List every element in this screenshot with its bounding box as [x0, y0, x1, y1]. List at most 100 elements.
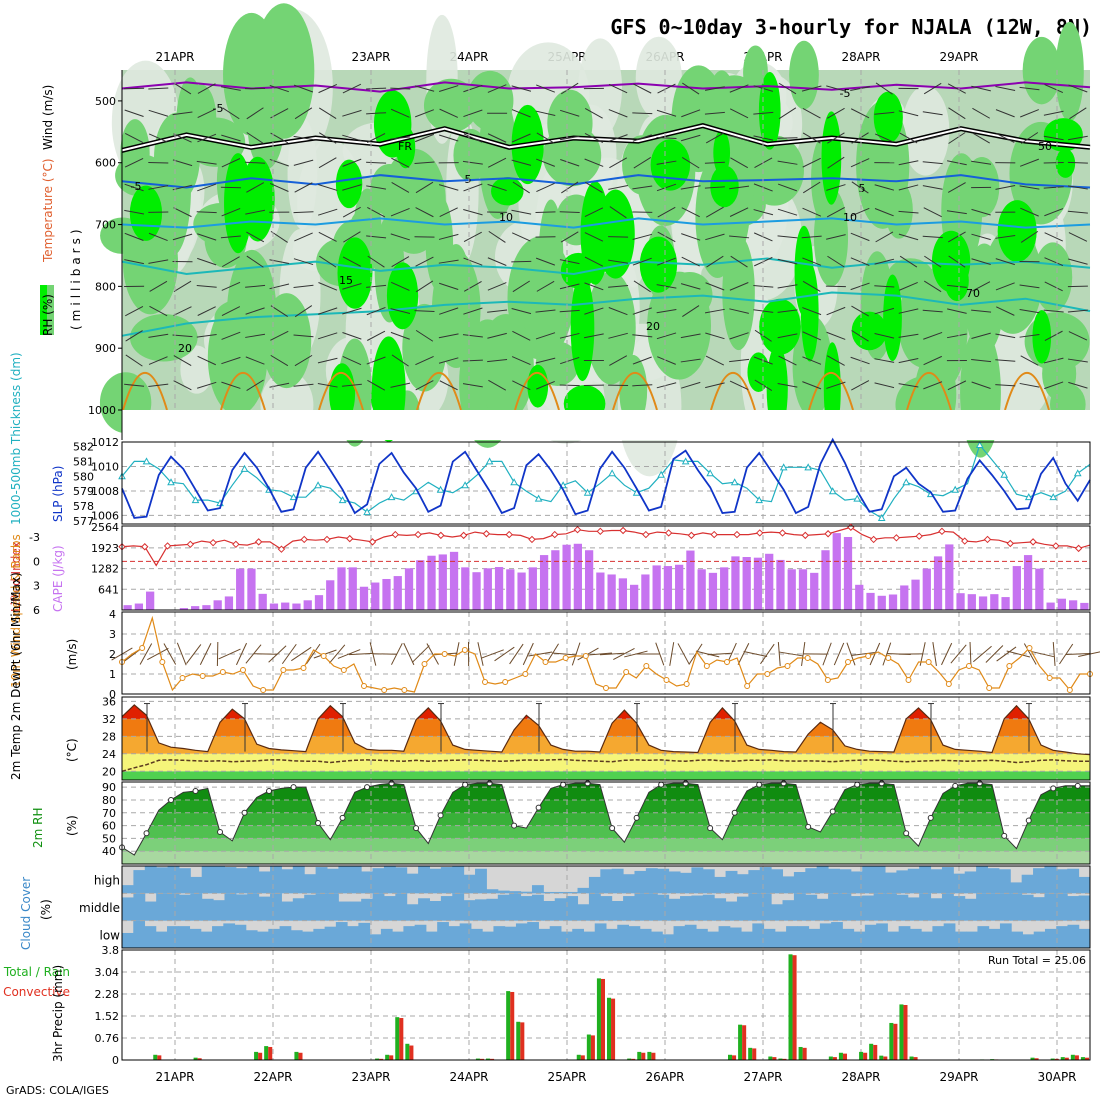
wind-barb	[995, 333, 1016, 339]
cloud-cell-high	[361, 871, 374, 894]
cloud-cell-low	[752, 923, 765, 948]
thickness-point	[608, 469, 616, 477]
wind-barb	[535, 357, 556, 364]
wind-barb	[462, 160, 483, 165]
wind-barb	[729, 332, 749, 340]
li-point	[232, 540, 240, 549]
wind-barb	[850, 257, 870, 266]
cloud-cell-high	[235, 868, 248, 894]
wind-speed-point	[986, 685, 993, 691]
cloud-cell-middle	[657, 894, 670, 921]
cape-bar	[438, 554, 447, 610]
li-point	[892, 534, 901, 542]
wind-barb	[833, 642, 845, 666]
wind-barb	[1066, 652, 1091, 656]
warm-contour	[612, 372, 658, 411]
wind-barb	[318, 282, 338, 291]
warm-contour	[514, 372, 560, 411]
isotherm-line	[121, 81, 1091, 93]
precip-conv-bar	[157, 1055, 162, 1060]
cloud-cell-low	[380, 928, 393, 948]
cloud-cell-high	[771, 869, 784, 894]
contour-label: 10	[499, 211, 513, 224]
wind-barb	[583, 333, 604, 339]
cloud-cell-low	[223, 923, 236, 948]
wind-barb	[932, 642, 937, 666]
wind-barb	[536, 280, 555, 292]
wind-barb	[342, 184, 362, 191]
wind-barb	[632, 257, 652, 266]
wind-barb	[729, 135, 749, 141]
wind-barb	[850, 652, 875, 656]
wind-barb	[923, 331, 943, 340]
wind-barb	[342, 283, 362, 290]
wind-barb	[971, 208, 991, 216]
cape-bar	[708, 572, 718, 610]
wind-speed-point	[966, 663, 972, 669]
wind-barb	[995, 258, 1015, 266]
cloud-cell-high	[566, 891, 579, 894]
rh-moist-patch	[508, 286, 566, 331]
wind-barb	[632, 334, 653, 338]
wind-barb	[342, 355, 362, 366]
temp-label: Temperature (°C)	[41, 158, 55, 263]
wind-barb	[680, 185, 701, 190]
thickness-label: 1000-500mb Thickness (dm)	[9, 352, 23, 525]
cloud-cell-high	[418, 866, 430, 894]
precip-run-total: Run Total = 25.06	[988, 954, 1086, 967]
wind-barb	[584, 133, 604, 143]
cloud-cell-high	[759, 867, 772, 894]
wind-barb	[415, 380, 434, 391]
cloud-cell-low	[200, 931, 213, 948]
cloud-cell-middle	[270, 893, 282, 921]
wind-speed-point	[865, 653, 872, 659]
temp2m-ylabel: 2m Temp 2m DewPt (6hr Min/Max) (°C)	[9, 572, 79, 780]
wind-barb	[172, 159, 193, 167]
cloud-cell-middle	[463, 900, 476, 921]
wind-barb	[1044, 232, 1063, 242]
cape-bar	[551, 550, 560, 610]
isotherm-line	[121, 257, 1091, 276]
wind-speed-point	[945, 681, 952, 687]
thickness-point	[779, 463, 788, 471]
cloud-cell-middle	[736, 896, 749, 921]
cloud-cell-low	[504, 926, 517, 948]
wind-barb	[826, 355, 845, 366]
thickness-point	[853, 494, 862, 502]
rh-point	[315, 820, 322, 826]
wind-barb	[874, 208, 894, 217]
cape-bar	[427, 555, 436, 610]
cloud-cell-low	[268, 928, 281, 948]
wind-speed-point	[824, 677, 831, 683]
precip-conv-bar	[409, 1045, 414, 1060]
rh-point	[609, 825, 616, 832]
wind-barb	[221, 256, 240, 268]
wind-barb	[124, 183, 144, 192]
rh-moist-patch	[261, 293, 312, 389]
wind-barb	[439, 207, 458, 218]
cloud-cell-high	[326, 868, 339, 894]
cape-bar	[494, 567, 504, 610]
li-ytick: -3	[29, 531, 40, 544]
wind-barb	[632, 185, 653, 190]
cape-bar	[314, 595, 324, 610]
wind-barb	[922, 235, 943, 239]
temp2m-ytick: 36	[102, 695, 116, 708]
wind-barb	[148, 133, 168, 143]
wind-barb	[609, 206, 627, 219]
wind-speed-point	[522, 671, 529, 677]
wind-barb	[463, 280, 482, 292]
cloud-cell-low	[819, 923, 832, 948]
precip-total-bar	[627, 1058, 632, 1060]
wind-barb	[874, 307, 895, 315]
wind-barb	[729, 282, 749, 291]
cape-bar	[269, 603, 279, 610]
wind-barb	[851, 380, 870, 391]
wind-barb	[342, 332, 362, 340]
wind-speed-point	[683, 681, 690, 687]
contour-label: 20	[178, 342, 192, 355]
rh-point	[560, 781, 567, 788]
rh-point	[854, 781, 861, 788]
cape-bar	[562, 544, 571, 610]
